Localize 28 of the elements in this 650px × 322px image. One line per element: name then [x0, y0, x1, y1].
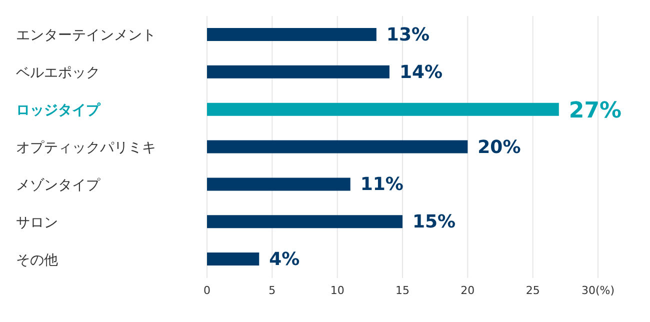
data-label: 11% [360, 174, 404, 196]
y-tick-label: その他 [16, 252, 58, 268]
bar [207, 215, 402, 228]
data-label: 15% [412, 212, 456, 233]
bar [207, 65, 390, 78]
bar [207, 140, 468, 154]
x-tick-label: 10 [330, 284, 344, 297]
data-label: 20% [478, 136, 521, 158]
x-tick-label: 0 [204, 284, 210, 297]
data-label: 13% [386, 24, 430, 46]
x-tick-label: 30(%) [581, 284, 615, 297]
y-tick-label: サロン [16, 214, 58, 231]
y-tick-label: ロッジタイプ [16, 102, 101, 119]
data-label: 14% [399, 62, 443, 83]
data-label: 4% [269, 249, 300, 270]
y-tick-label: メゾンタイプ [16, 177, 101, 194]
x-tick-label: 25 [526, 284, 540, 297]
data-label: 27% [568, 98, 622, 124]
x-tick-label: 5 [268, 284, 276, 297]
y-tick-label: ベルエポック [16, 65, 100, 82]
bar [207, 178, 350, 191]
x-tick-label: 20 [460, 284, 475, 297]
bar [207, 252, 260, 266]
bar [207, 28, 376, 41]
bar [207, 102, 559, 116]
y-tick-label: エンターテインメント [16, 28, 156, 44]
y-tick-label: オプティックパリミキ [16, 140, 156, 156]
x-tick-label: 15 [396, 284, 410, 297]
